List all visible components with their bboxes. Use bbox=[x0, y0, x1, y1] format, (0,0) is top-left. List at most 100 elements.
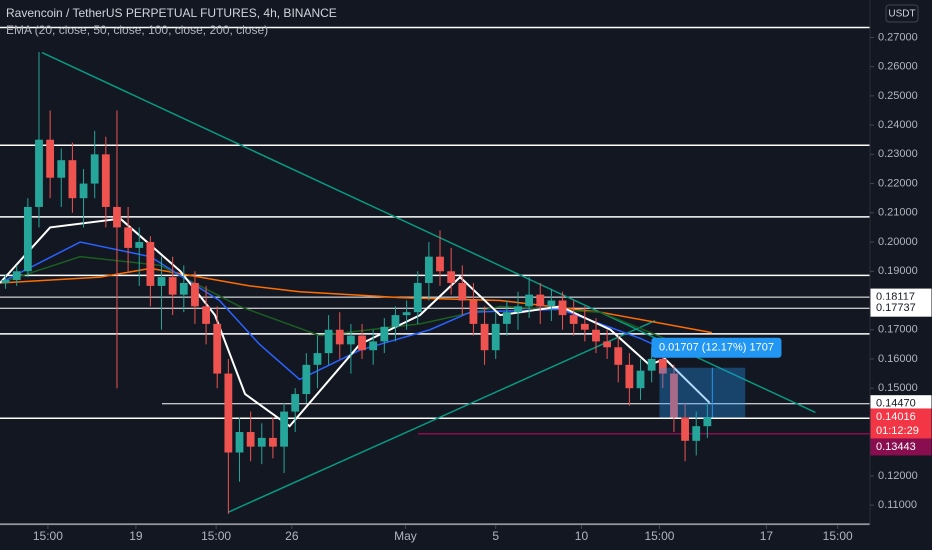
candle-body bbox=[380, 326, 389, 342]
y-tick-label: 0.11000 bbox=[878, 499, 917, 511]
candle-body bbox=[135, 242, 144, 248]
y-tick-label: 0.15000 bbox=[878, 382, 918, 394]
currency-badge[interactable] bbox=[885, 4, 919, 23]
x-tick-label: 26 bbox=[285, 529, 299, 543]
candle-body bbox=[23, 206, 32, 272]
candle-body bbox=[692, 426, 701, 441]
candle-body bbox=[491, 323, 500, 351]
x-tick-label: 15:00 bbox=[201, 529, 231, 543]
support-label-bg bbox=[870, 438, 932, 456]
candle-body bbox=[625, 364, 634, 389]
candle-body bbox=[547, 300, 556, 307]
candle-body bbox=[514, 306, 522, 313]
candle-body bbox=[658, 358, 667, 374]
x-tick-label: 19 bbox=[129, 529, 143, 543]
price-line-label-bg bbox=[870, 299, 932, 317]
y-tick-label: 0.26000 bbox=[878, 61, 918, 73]
x-tick-label: 15:00 bbox=[33, 529, 63, 543]
candle-body bbox=[324, 329, 333, 354]
x-tick-label: 15:00 bbox=[644, 529, 674, 543]
candle-body bbox=[79, 183, 88, 199]
candle-body bbox=[280, 411, 288, 447]
y-tick-label: 0.24000 bbox=[878, 119, 918, 131]
candle-body bbox=[391, 315, 400, 327]
x-tick-label: May bbox=[394, 529, 417, 543]
candle-body bbox=[502, 312, 511, 324]
y-tick-label: 0.23000 bbox=[878, 148, 918, 160]
y-tick-label: 0.25000 bbox=[878, 90, 918, 102]
candle-body bbox=[224, 373, 233, 453]
last-price-label: 0.14016 bbox=[876, 411, 916, 423]
trendline bbox=[228, 319, 656, 513]
candle-body bbox=[269, 437, 277, 447]
candle-body bbox=[113, 206, 121, 228]
candle-body bbox=[168, 277, 177, 295]
measure-box bbox=[659, 367, 746, 418]
candle-body bbox=[46, 139, 55, 178]
candle-body bbox=[291, 394, 300, 412]
candle-body bbox=[436, 256, 444, 272]
y-tick-label: 0.16000 bbox=[878, 353, 918, 365]
candle-body bbox=[647, 358, 656, 371]
measure-label: 0.01707 (12.17%) 1707 bbox=[659, 342, 774, 354]
candle-body bbox=[569, 315, 578, 324]
candle-body bbox=[458, 282, 467, 301]
candle-body bbox=[346, 335, 355, 345]
price-line-label: 0.17737 bbox=[876, 302, 916, 314]
plot-area: 0.01707 (12.17%) 1707 bbox=[0, 26, 870, 526]
candle-body bbox=[90, 154, 99, 184]
candle-body bbox=[592, 329, 600, 342]
y-tick-label: 0.22000 bbox=[878, 177, 918, 189]
candle-body bbox=[313, 353, 322, 365]
countdown-label: 01:12:29 bbox=[876, 425, 919, 437]
candle-body bbox=[681, 417, 689, 441]
candle-body bbox=[191, 282, 199, 307]
candle-body bbox=[525, 294, 534, 307]
candle-body bbox=[670, 373, 678, 418]
y-tick-label: 0.12000 bbox=[878, 470, 918, 482]
measure-label-bg bbox=[651, 337, 782, 358]
candle-body bbox=[636, 370, 645, 389]
candle-body bbox=[614, 347, 623, 365]
candle-body bbox=[146, 242, 155, 286]
candle-body bbox=[179, 282, 188, 295]
candle-body bbox=[447, 271, 456, 283]
candle-body bbox=[213, 323, 222, 374]
y-tick-label: 0.19000 bbox=[878, 265, 918, 277]
candle-body bbox=[302, 364, 311, 395]
candle-body bbox=[157, 277, 166, 286]
candle-body bbox=[335, 329, 344, 345]
candle-body bbox=[424, 256, 433, 283]
candle-body bbox=[603, 341, 612, 348]
candle-body bbox=[558, 300, 567, 316]
candle-body bbox=[57, 160, 66, 178]
candle-body bbox=[1, 280, 10, 283]
candle-body bbox=[12, 271, 21, 281]
currency-label: USDT bbox=[888, 9, 915, 20]
candle-body bbox=[235, 432, 244, 453]
candle-body bbox=[124, 227, 133, 248]
candle-body bbox=[580, 323, 589, 330]
candle-body bbox=[413, 282, 422, 313]
candle-body bbox=[202, 306, 210, 324]
candle-body bbox=[369, 341, 378, 351]
support-label: 0.13443 bbox=[876, 441, 916, 453]
candle-body bbox=[101, 154, 110, 207]
y-tick-label: 0.17000 bbox=[878, 324, 918, 336]
candle-body bbox=[358, 335, 366, 351]
x-tick-label: 10 bbox=[575, 529, 589, 543]
candle-body bbox=[469, 300, 478, 324]
chart-title: Ravencoin / TetherUS PERPETUAL FUTURES, … bbox=[6, 6, 337, 20]
x-tick-label: 15:00 bbox=[823, 529, 853, 543]
candle-body bbox=[68, 160, 77, 199]
candle-body bbox=[480, 323, 489, 351]
candle-body bbox=[703, 416, 712, 427]
y-tick-label: 0.20000 bbox=[878, 236, 918, 248]
candle-body bbox=[402, 312, 411, 316]
candle-body bbox=[257, 437, 266, 447]
chart-subtitle: EMA (20, close, 50, close, 100, close, 2… bbox=[6, 23, 268, 37]
x-tick-label: 17 bbox=[760, 529, 774, 543]
y-tick-label: 0.21000 bbox=[878, 207, 918, 219]
